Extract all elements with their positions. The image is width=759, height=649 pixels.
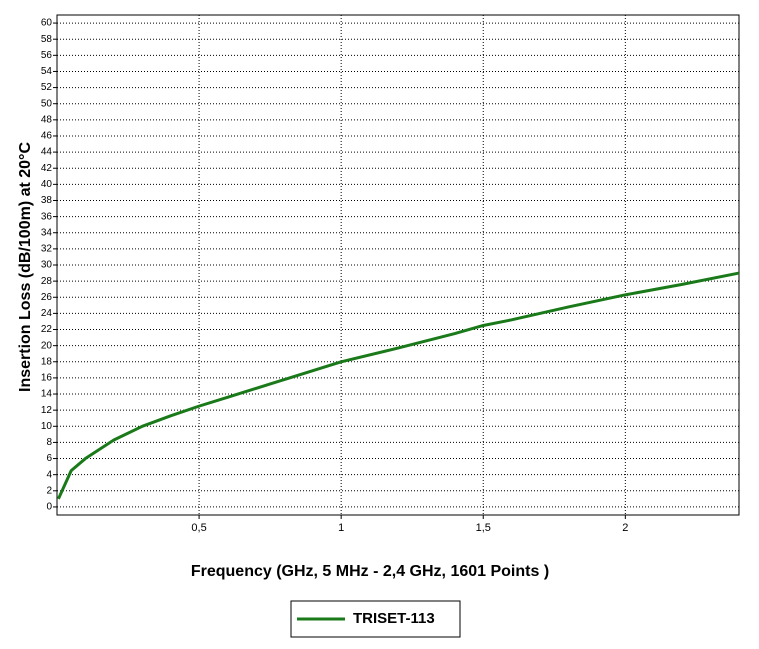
x-tick-label: 0,5 xyxy=(191,522,206,534)
y-tick-label: 4 xyxy=(46,469,52,480)
y-tick-label: 34 xyxy=(41,227,53,238)
x-axis-label: Frequency (GHz, 5 MHz - 2,4 GHz, 1601 Po… xyxy=(191,563,549,580)
y-tick-label: 0 xyxy=(46,502,52,513)
y-tick-label: 2 xyxy=(46,485,52,496)
y-tick-label: 28 xyxy=(41,276,53,287)
y-tick-label: 58 xyxy=(41,34,53,45)
y-tick-label: 60 xyxy=(41,18,53,29)
y-tick-label: 46 xyxy=(41,131,53,142)
y-tick-label: 24 xyxy=(41,308,53,319)
data-line xyxy=(57,271,740,500)
y-tick-label: 30 xyxy=(41,260,53,271)
y-tick-label: 10 xyxy=(41,421,53,432)
legend-label: TRISET-113 xyxy=(353,610,435,627)
y-tick-label: 48 xyxy=(41,114,53,125)
y-tick-label: 14 xyxy=(41,389,53,400)
y-tick-label: 16 xyxy=(41,373,53,384)
y-tick-label: 38 xyxy=(41,195,53,206)
y-axis-label: Insertion Loss (dB/100m) at 20°C xyxy=(17,142,34,392)
y-tick-label: 12 xyxy=(41,405,53,416)
y-tick-label: 44 xyxy=(41,147,53,158)
y-tick-label: 36 xyxy=(41,211,53,222)
x-tick-label: 1,5 xyxy=(476,522,491,534)
y-tick-label: 54 xyxy=(41,66,53,77)
x-tick-label: 2 xyxy=(622,522,628,534)
y-tick-label: 8 xyxy=(46,437,52,448)
y-tick-label: 56 xyxy=(41,50,53,61)
y-tick-label: 52 xyxy=(41,82,53,93)
y-tick-label: 40 xyxy=(41,179,53,190)
y-tick-label: 18 xyxy=(41,356,53,367)
y-tick-label: 50 xyxy=(41,98,53,109)
y-tick-label: 26 xyxy=(41,292,53,303)
plot-frame xyxy=(56,14,740,516)
y-tick-label: 32 xyxy=(41,244,53,255)
y-tick-label: 20 xyxy=(41,340,53,351)
x-tick-label: 1 xyxy=(338,522,344,534)
y-tick-label: 6 xyxy=(46,453,52,464)
y-tick-label: 42 xyxy=(41,163,53,174)
y-tick-label: 22 xyxy=(41,324,53,335)
